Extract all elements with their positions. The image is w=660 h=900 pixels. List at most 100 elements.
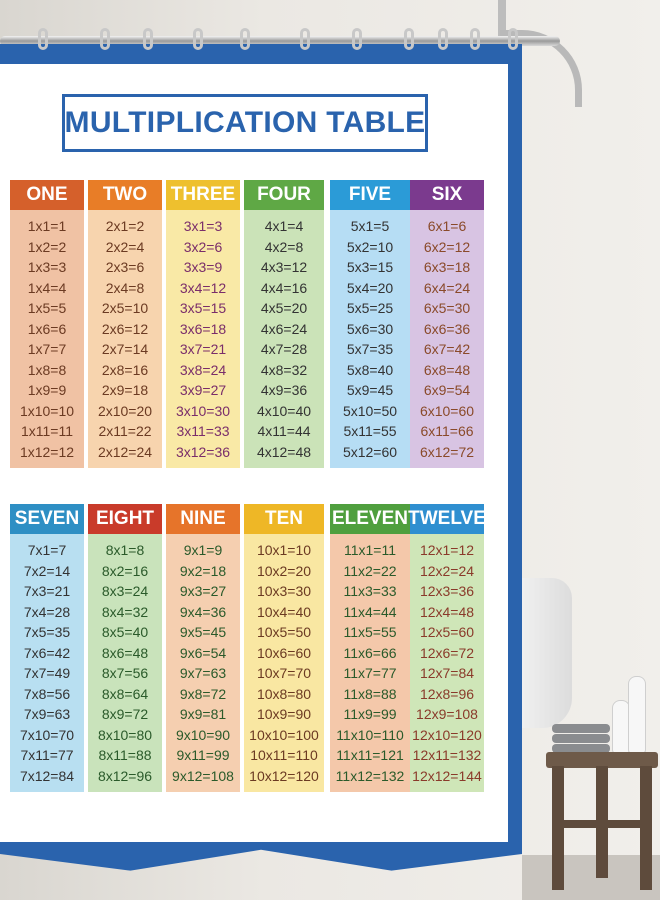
multiplication-fact: 4x1=4 <box>264 218 304 234</box>
multiplication-fact: 4x12=48 <box>256 443 312 460</box>
multiplication-fact: 3x8=24 <box>179 361 227 378</box>
curtain-ring <box>404 28 414 50</box>
multiplication-fact: 1x2=2 <box>27 238 67 255</box>
multiplication-fact: 9x12=108 <box>172 767 234 784</box>
multiplication-fact: 10x12=120 <box>249 767 319 784</box>
multiplication-fact: 5x12=60 <box>342 443 398 460</box>
multiplication-fact: 6x8=48 <box>423 361 471 378</box>
multiplication-fact: 3x5=15 <box>179 300 227 316</box>
curtain-panel: MULTIPLICATION TABLE ONE 1x1=1 1x2=2 1x3=3 1… <box>0 64 508 842</box>
page-title: MULTIPLICATION TABLE <box>64 106 426 139</box>
table-column-eleven: ELEVEN 11x1=11 11x2=22 11x3=33 11x4=44 11x5=5… <box>330 504 410 792</box>
multiplication-fact: 12x12=144 <box>412 767 482 784</box>
multiplication-fact: 11x8=88 <box>343 685 397 702</box>
column-header: NINE <box>166 504 240 534</box>
multiplication-fact: 8x12=96 <box>97 767 153 784</box>
table-column-six: SIX 6x1=6 6x2=12 6x3=18 6x4=24 6x5=30 6x6=36 6x… <box>410 180 484 468</box>
curtain-rod <box>0 36 560 46</box>
table-column-eight: EIGHT 8x1=8 8x2=16 8x3=24 8x4=32 8x5=40 8x6=48… <box>88 504 162 792</box>
table-column-five: FIVE 5x1=5 5x2=10 5x3=15 5x4=20 5x5=25 5x6=30 5… <box>330 180 410 468</box>
multiplication-fact: 9x10=90 <box>175 726 231 743</box>
multiplication-fact: 5x4=20 <box>346 279 394 296</box>
table-column-ten: TEN 10x1=10 10x2=20 10x3=30 10x4=40 10x5=50 10… <box>244 504 324 792</box>
multiplication-fact: 4x5=20 <box>260 300 308 316</box>
multiplication-fact: 2x12=24 <box>97 443 153 460</box>
multiplication-fact: 1x9=9 <box>27 382 67 398</box>
table-column-two: TWO 2x1=2 2x2=4 2x3=6 2x4=8 2x5=10 2x6=12 2x7=1… <box>88 180 162 468</box>
multiplication-fact: 3x11=33 <box>176 423 230 439</box>
column-body: 5x1=5 5x2=10 5x3=15 5x4=20 5x5=25 5x6=30 5x7=3… <box>330 210 410 468</box>
multiplication-fact: 10x6=60 <box>256 644 312 661</box>
multiplication-fact: 7x6=42 <box>23 644 71 661</box>
table-column-seven: SEVEN 7x1=7 7x2=14 7x3=21 7x4=28 7x5=35 7x6=42… <box>10 504 84 792</box>
multiplication-fact: 8x8=64 <box>101 685 149 702</box>
multiplication-fact: 11x1=11 <box>343 542 397 558</box>
multiplication-fact: 9x1=9 <box>183 542 223 558</box>
multiplication-fact: 12x3=36 <box>419 583 475 599</box>
curtain-ring <box>508 28 518 50</box>
multiplication-fact: 7x8=56 <box>23 685 71 702</box>
multiplication-fact: 5x3=15 <box>346 259 394 275</box>
multiplication-fact: 10x4=40 <box>256 603 312 620</box>
multiplication-fact: 7x1=7 <box>27 542 67 558</box>
folded-towel <box>552 724 610 733</box>
column-header: TWO <box>88 180 162 210</box>
multiplication-fact: 10x7=70 <box>256 665 312 681</box>
bathtub <box>512 578 572 728</box>
multiplication-fact: 7x5=35 <box>23 624 71 640</box>
multiplication-fact: 11x12=132 <box>335 767 405 784</box>
multiplication-fact: 4x3=12 <box>260 259 308 275</box>
multiplication-fact: 9x11=99 <box>176 747 230 763</box>
column-body: 11x1=11 11x2=22 11x3=33 11x4=44 11x5=55 11x6=… <box>330 534 410 792</box>
multiplication-fact: 11x5=55 <box>343 624 397 640</box>
column-body: 12x1=12 12x2=24 12x3=36 12x4=48 12x5=60 12x6=… <box>410 534 484 792</box>
multiplication-fact: 3x12=36 <box>175 443 231 460</box>
multiplication-fact: 11x7=77 <box>343 665 397 681</box>
multiplication-fact: 5x8=40 <box>346 361 394 378</box>
multiplication-fact: 8x10=80 <box>97 726 153 743</box>
stool-crossbar <box>556 820 652 828</box>
shower-curtain: MULTIPLICATION TABLE ONE 1x1=1 1x2=2 1x3=3 1… <box>0 44 522 871</box>
multiplication-fact: 3x3=9 <box>183 259 223 275</box>
multiplication-fact: 11x10=110 <box>336 726 404 743</box>
curtain-ring <box>38 28 48 50</box>
column-body: 1x1=1 1x2=2 1x3=3 1x4=4 1x5=5 1x6=6 1x7=7 1x8=8… <box>10 210 84 468</box>
multiplication-fact: 9x7=63 <box>179 665 227 681</box>
column-header: TEN <box>244 504 324 534</box>
multiplication-fact: 1x12=12 <box>19 443 75 460</box>
multiplication-fact: 6x3=18 <box>423 259 471 275</box>
column-header: ONE <box>10 180 84 210</box>
multiplication-fact: 10x9=90 <box>256 706 312 722</box>
multiplication-fact: 9x9=81 <box>179 706 227 722</box>
multiplication-fact: 4x10=40 <box>256 402 312 419</box>
multiplication-fact: 12x6=72 <box>419 644 475 661</box>
multiplication-fact: 12x4=48 <box>419 603 475 620</box>
multiplication-fact: 5x2=10 <box>346 238 394 255</box>
column-body: 3x1=3 3x2=6 3x3=9 3x4=12 3x5=15 3x6=18 3x7=21 3… <box>166 210 240 468</box>
multiplication-fact: 6x1=6 <box>427 218 467 234</box>
multiplication-fact: 4x2=8 <box>264 238 304 255</box>
curtain-ring <box>193 28 203 50</box>
multiplication-fact: 10x10=100 <box>249 726 319 743</box>
multiplication-fact: 6x5=30 <box>423 300 471 316</box>
multiplication-fact: 4x6=24 <box>260 320 308 337</box>
multiplication-fact: 9x3=27 <box>179 583 227 599</box>
multiplication-fact: 1x6=6 <box>27 320 67 337</box>
table-column-one: ONE 1x1=1 1x2=2 1x3=3 1x4=4 1x5=5 1x6=6 1x7=7 1x… <box>10 180 84 468</box>
curtain-ring <box>300 28 310 50</box>
multiplication-fact: 7x4=28 <box>23 603 71 620</box>
multiplication-fact: 6x2=12 <box>423 238 471 255</box>
vase-tall <box>628 676 646 754</box>
multiplication-fact: 2x3=6 <box>105 259 145 275</box>
multiplication-fact: 5x7=35 <box>346 341 394 357</box>
multiplication-fact: 10x8=80 <box>256 685 312 702</box>
column-header: SIX <box>410 180 484 210</box>
multiplication-fact: 1x4=4 <box>27 279 67 296</box>
column-body: 9x1=9 9x2=18 9x3=27 9x4=36 9x5=45 9x6=54 9x7=6… <box>166 534 240 792</box>
curtain-ring <box>240 28 250 50</box>
column-body: 8x1=8 8x2=16 8x3=24 8x4=32 8x5=40 8x6=48 8x7=5… <box>88 534 162 792</box>
multiplication-fact: 1x11=11 <box>20 423 74 439</box>
multiplication-fact: 3x10=30 <box>175 402 231 419</box>
multiplication-fact: 4x8=32 <box>260 361 308 378</box>
multiplication-fact: 7x10=70 <box>19 726 75 743</box>
